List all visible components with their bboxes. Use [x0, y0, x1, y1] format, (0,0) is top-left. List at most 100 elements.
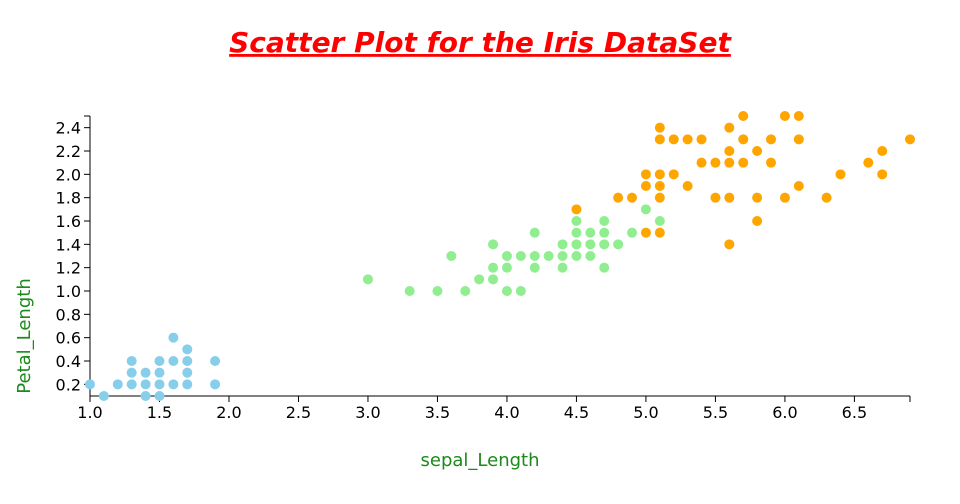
point	[599, 216, 610, 226]
x-tick-label: 6.5	[842, 403, 867, 422]
point	[182, 356, 193, 366]
point	[474, 274, 485, 285]
x-tick-label: 1.5	[147, 403, 172, 422]
point	[668, 134, 679, 145]
point	[724, 239, 735, 250]
point	[724, 146, 735, 156]
point	[682, 181, 693, 191]
point	[571, 227, 582, 238]
point	[654, 192, 665, 203]
point	[821, 192, 832, 203]
point	[877, 146, 888, 156]
point	[126, 356, 137, 366]
point	[182, 367, 193, 378]
point	[571, 204, 582, 215]
point	[613, 192, 624, 203]
point	[446, 251, 457, 261]
y-tick-label: 1.6	[56, 212, 81, 231]
point	[752, 192, 763, 203]
point	[501, 251, 512, 261]
point	[140, 367, 151, 378]
y-tick-label: 1.2	[56, 259, 81, 278]
point	[724, 122, 735, 133]
point	[599, 227, 610, 238]
point	[779, 192, 790, 203]
point	[738, 134, 749, 145]
point	[210, 379, 221, 390]
point	[154, 391, 165, 401]
point	[654, 134, 665, 145]
point	[654, 169, 665, 180]
y-tick-label: 0.6	[56, 329, 81, 348]
point	[515, 251, 526, 261]
point	[654, 216, 665, 226]
y-axis-label: Petal_Length	[14, 278, 35, 393]
point	[126, 367, 137, 378]
point	[668, 169, 679, 180]
point	[529, 251, 540, 261]
point	[571, 251, 582, 261]
point	[571, 239, 582, 250]
point	[488, 239, 499, 250]
point	[738, 157, 749, 168]
point	[585, 239, 596, 250]
point	[154, 367, 165, 378]
x-tick-label: 4.0	[494, 403, 519, 422]
point	[779, 111, 790, 121]
y-tick-label: 2.2	[56, 142, 81, 161]
point	[98, 391, 109, 401]
point	[571, 216, 582, 226]
point	[627, 227, 638, 238]
point	[557, 239, 568, 250]
x-tick-label: 2.0	[216, 403, 241, 422]
x-tick-label: 3.5	[425, 403, 450, 422]
point	[863, 157, 874, 168]
point	[126, 379, 137, 390]
point	[460, 286, 471, 296]
point	[154, 379, 165, 390]
point	[752, 216, 763, 226]
x-tick-label: 1.0	[77, 403, 102, 422]
point	[793, 134, 804, 145]
point	[793, 111, 804, 121]
point	[362, 274, 373, 285]
x-tick-label: 5.0	[633, 403, 658, 422]
point	[640, 227, 651, 238]
point	[724, 192, 735, 203]
point	[154, 356, 165, 366]
point	[724, 157, 735, 168]
point	[654, 227, 665, 238]
point	[543, 251, 554, 261]
point	[905, 134, 915, 145]
point	[640, 181, 651, 191]
point	[696, 134, 707, 145]
chart-title: Scatter Plot for the Iris DataSet	[229, 26, 732, 59]
point	[654, 181, 665, 191]
point	[557, 262, 568, 273]
point	[877, 169, 888, 180]
point	[432, 286, 443, 296]
point	[529, 227, 540, 238]
x-tick-label: 6.0	[772, 403, 797, 422]
point	[140, 379, 151, 390]
x-tick-label: 4.5	[564, 403, 589, 422]
point	[682, 134, 693, 145]
y-tick-label: 0.8	[56, 305, 81, 324]
point	[752, 146, 763, 156]
point	[488, 262, 499, 273]
point	[529, 262, 540, 273]
point	[85, 379, 95, 390]
point	[710, 192, 721, 203]
point	[182, 344, 193, 355]
point	[168, 332, 179, 343]
point	[696, 157, 707, 168]
point	[599, 262, 610, 273]
x-tick-label: 5.5	[703, 403, 728, 422]
point	[515, 286, 526, 296]
y-tick-label: 1.0	[56, 282, 81, 301]
y-tick-label: 0.4	[56, 352, 81, 371]
point	[640, 169, 651, 180]
point	[585, 227, 596, 238]
y-tick-label: 1.4	[56, 235, 81, 254]
point	[599, 239, 610, 250]
